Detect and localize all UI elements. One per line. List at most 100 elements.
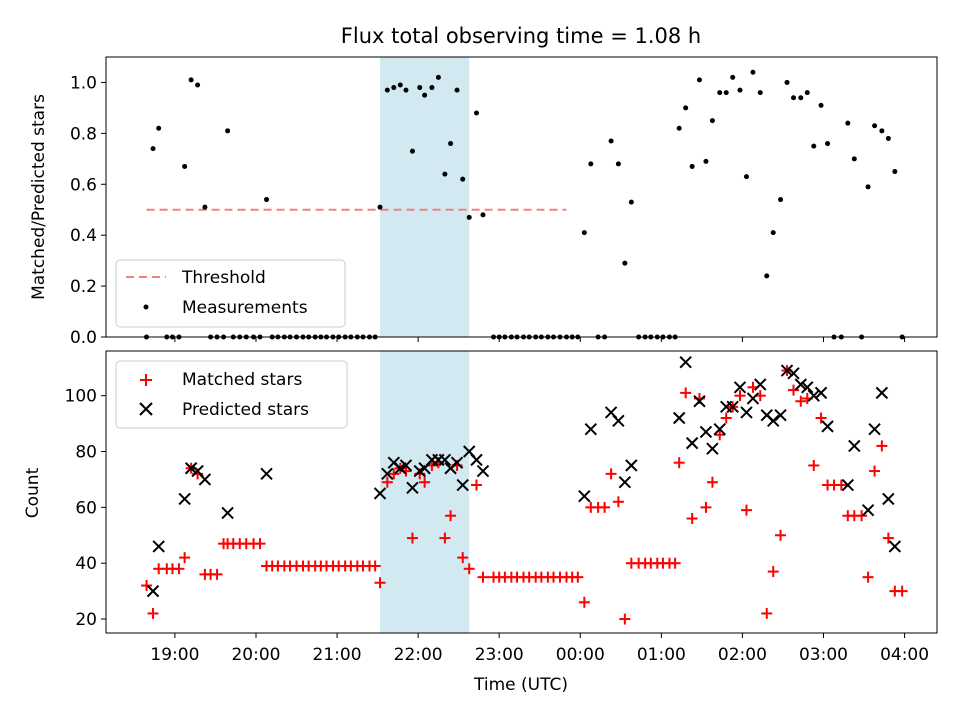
- matched-star-point: [734, 390, 746, 402]
- predicted-star-point: [848, 439, 861, 453]
- matched-star-point: [612, 496, 624, 508]
- predicted-star-point: [706, 442, 719, 455]
- measurement-point: [757, 90, 763, 96]
- predicted-star-point: [746, 392, 760, 405]
- measurement-point: [581, 230, 587, 236]
- measurement-point: [872, 123, 878, 129]
- measurement-point: [892, 169, 898, 175]
- chart-title: Flux total observing time = 1.08 h: [341, 24, 701, 48]
- matched-star-point: [775, 529, 787, 541]
- top-y-tick-label: 0.8: [70, 124, 97, 144]
- measurement-point: [723, 90, 729, 96]
- measurement-point: [377, 204, 383, 210]
- predicted-star-point: [198, 473, 212, 486]
- predicted-star-point: [875, 386, 889, 400]
- matched-star-point: [761, 607, 773, 619]
- x-tick-label: 22:00: [394, 645, 443, 665]
- measurement-point: [435, 74, 441, 80]
- predicted-star-point: [699, 425, 713, 439]
- measurement-point: [703, 158, 709, 164]
- top-y-tick-label: 0.6: [70, 175, 97, 195]
- bottom-axes-frame: [105, 350, 938, 634]
- predicted-star-point: [612, 414, 625, 428]
- matched-star-point: [706, 476, 718, 488]
- measurement-point: [442, 171, 448, 177]
- predicted-star-point: [584, 422, 598, 436]
- predicted-star-point: [726, 400, 739, 414]
- bottom-y-tick-label: 60: [75, 498, 97, 518]
- measurement-point: [225, 128, 231, 134]
- x-tick-label: 20:00: [231, 645, 280, 665]
- measurement-point: [448, 141, 454, 147]
- legend-measurements-swatch: [143, 304, 149, 310]
- measurement-point: [195, 82, 201, 88]
- predicted-star-point: [740, 406, 753, 419]
- top-legend: Threshold Measurements: [115, 259, 346, 328]
- predicted-star-point: [672, 411, 686, 425]
- matched-star-point: [795, 395, 807, 407]
- predicted-star-point: [814, 386, 828, 400]
- bottom-legend-box: [115, 360, 348, 429]
- predicted-star-point: [807, 389, 820, 402]
- predicted-star-point: [754, 378, 767, 391]
- predicted-star-point: [868, 422, 881, 436]
- measurement-point: [791, 95, 797, 101]
- x-tick-label: 23:00: [475, 645, 524, 665]
- matched-star-point: [869, 465, 881, 477]
- observing-window-shade-bottom: [380, 351, 470, 633]
- measurements-series: [144, 69, 905, 340]
- x-tick-label: 01:00: [637, 645, 686, 665]
- top-axes-frame: [105, 56, 938, 338]
- observing-window-shade-top: [380, 57, 470, 337]
- measurement-point: [770, 230, 776, 236]
- top-x-tick-marks: [174, 337, 906, 342]
- matched-star-point: [141, 580, 153, 592]
- measurement-point: [689, 163, 695, 169]
- matched-star-point: [815, 412, 827, 424]
- measurement-point: [825, 141, 831, 147]
- matched-star-point: [835, 479, 847, 491]
- predicted-star-point: [178, 492, 191, 506]
- matched-star-point: [808, 459, 820, 471]
- legend-predicted-label: Predicted stars: [182, 400, 309, 420]
- bottom-x-axis: 19:00 20:00 21:00 22:00 23:00 00:00 01:00 02:00…: [150, 633, 929, 665]
- measurement-point: [391, 85, 397, 91]
- predicted-stars-series: [146, 355, 902, 598]
- matched-star-point: [388, 468, 400, 480]
- predicted-star-point: [861, 503, 875, 517]
- measurement-point: [422, 92, 428, 98]
- top-y-tick-label: 0.2: [70, 277, 97, 297]
- measurement-point: [845, 120, 851, 126]
- legend-measurements-label: Measurements: [182, 298, 308, 318]
- bottom-y-tick-label: 80: [75, 443, 97, 463]
- predicted-star-point: [733, 381, 747, 394]
- measurement-point: [717, 90, 723, 96]
- predicted-star-point: [476, 464, 490, 478]
- measurement-point: [798, 95, 804, 101]
- measurement-point: [764, 273, 770, 279]
- predicted-star-point: [882, 492, 895, 506]
- matched-star-point: [605, 468, 617, 480]
- measurement-point: [696, 77, 702, 83]
- x-axis-label: Time (UTC): [473, 675, 568, 695]
- predicted-star-point: [794, 378, 808, 391]
- measurement-point: [409, 148, 415, 154]
- measurement-point: [417, 85, 423, 91]
- predicted-star-point: [685, 436, 699, 450]
- measurement-point: [811, 143, 817, 149]
- predicted-star-point: [693, 395, 706, 408]
- matched-star-point: [619, 613, 631, 625]
- predicted-star-point: [152, 540, 165, 553]
- measurement-point: [784, 79, 790, 85]
- predicted-star-point: [713, 422, 726, 436]
- measurement-point: [588, 161, 594, 167]
- matched-star-point: [599, 501, 611, 513]
- matched-star-point: [445, 510, 457, 522]
- measurement-point: [622, 260, 628, 266]
- matched-star-point: [856, 510, 868, 522]
- matched-star-point: [578, 596, 590, 608]
- predicted-star-point: [399, 459, 413, 472]
- top-y-axis-label: Matched/Predicted stars: [29, 94, 49, 300]
- measurement-point: [709, 118, 715, 124]
